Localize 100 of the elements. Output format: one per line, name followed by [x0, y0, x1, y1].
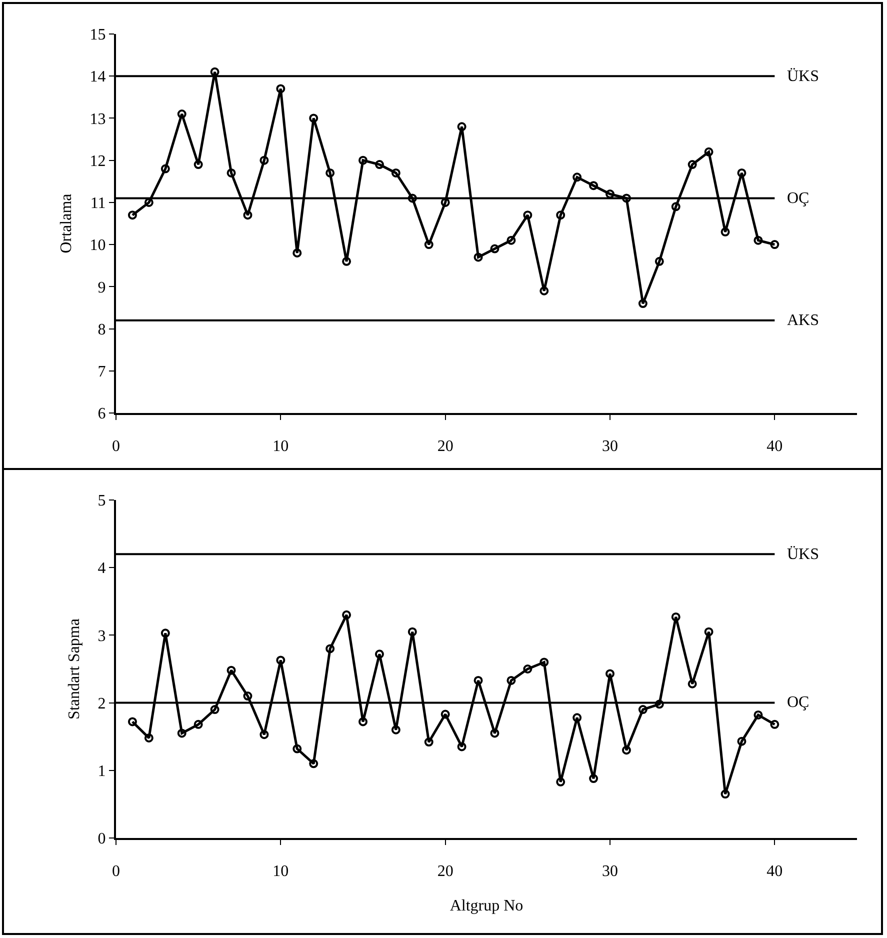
point [589, 181, 598, 190]
point [358, 156, 368, 165]
point [688, 679, 697, 688]
x-tick-label: 10 [272, 863, 289, 880]
y-tick-label: 0 [98, 830, 106, 848]
point [572, 172, 582, 182]
point [704, 147, 714, 156]
x-tick-label: 40 [766, 863, 783, 880]
ref-line-label: OÇ [787, 694, 810, 711]
point [622, 194, 631, 203]
point [523, 664, 532, 674]
point [540, 286, 549, 296]
point [506, 676, 516, 685]
y-tick-label: 10 [90, 237, 106, 254]
point [292, 248, 302, 258]
point [638, 705, 648, 714]
point [770, 720, 780, 729]
point [358, 717, 368, 726]
x-tick-label: 20 [437, 438, 454, 456]
point [210, 705, 220, 714]
ref-line-label: OÇ [787, 190, 810, 207]
y-tick-label: 4 [98, 560, 106, 578]
point [374, 160, 384, 170]
point [737, 168, 746, 178]
point [128, 210, 137, 220]
point [490, 244, 500, 254]
point [292, 744, 302, 754]
point [194, 720, 203, 729]
y-tick-label: 8 [98, 321, 106, 338]
ref-line-label: ÜKS [787, 546, 820, 563]
ref-line-label: AKS [787, 312, 820, 329]
point [226, 168, 236, 178]
point [391, 168, 400, 178]
point [260, 156, 269, 165]
point [326, 644, 335, 654]
point [128, 717, 137, 726]
x-tick-label: 30 [602, 438, 618, 456]
y-tick-label: 15 [90, 26, 106, 44]
point [654, 700, 664, 709]
point [671, 202, 680, 212]
point [160, 164, 170, 174]
y-tick-label: 3 [98, 628, 106, 645]
x-tick-label: 40 [766, 438, 783, 456]
x-tick-label: 0 [112, 863, 120, 880]
x-tick-label: 10 [272, 438, 289, 456]
point [704, 627, 714, 636]
point [408, 194, 417, 203]
point [490, 728, 500, 738]
y-axis-title: Ortalama [58, 194, 76, 254]
point [720, 227, 730, 236]
point [243, 210, 252, 220]
point [523, 210, 532, 220]
point [754, 710, 763, 720]
point [177, 728, 186, 738]
point [424, 240, 434, 250]
point [654, 256, 664, 266]
point [144, 733, 154, 742]
point [589, 774, 598, 784]
point [506, 236, 516, 245]
ref-line-label: ÜKS [787, 68, 820, 85]
point [374, 650, 384, 659]
point [342, 610, 352, 620]
x-tick-label: 20 [437, 863, 454, 880]
point [276, 84, 286, 94]
point [671, 612, 680, 622]
point [474, 252, 483, 262]
point [622, 746, 631, 755]
point [260, 730, 269, 740]
point [737, 736, 746, 746]
point [210, 67, 220, 76]
point [474, 676, 483, 685]
x-tick-label: 30 [602, 863, 618, 880]
point [309, 114, 318, 123]
point [638, 299, 648, 308]
y-tick-label: 12 [90, 152, 106, 170]
point [226, 666, 236, 675]
point [194, 160, 203, 170]
x-tick-label: 0 [112, 438, 120, 456]
point [556, 210, 566, 220]
y-tick-label: 7 [98, 363, 106, 380]
x-axis-title: Altgrup No [450, 897, 524, 914]
y-tick-label: 9 [98, 279, 106, 296]
y-tick-label: 14 [90, 68, 106, 86]
point [276, 656, 286, 665]
point [309, 759, 318, 768]
point [326, 168, 335, 178]
point [754, 236, 763, 245]
y-tick-label: 13 [90, 110, 106, 128]
point [770, 240, 780, 250]
y-tick-label: 1 [98, 763, 106, 780]
point [540, 658, 549, 667]
point [177, 110, 186, 119]
point [424, 738, 434, 747]
point [243, 692, 252, 701]
y-tick-label: 5 [98, 492, 106, 510]
point [688, 160, 697, 170]
point [556, 777, 566, 786]
y-tick-label: 11 [90, 195, 106, 212]
point [606, 669, 614, 678]
y-axis-title: Standart Sapma [66, 618, 84, 720]
